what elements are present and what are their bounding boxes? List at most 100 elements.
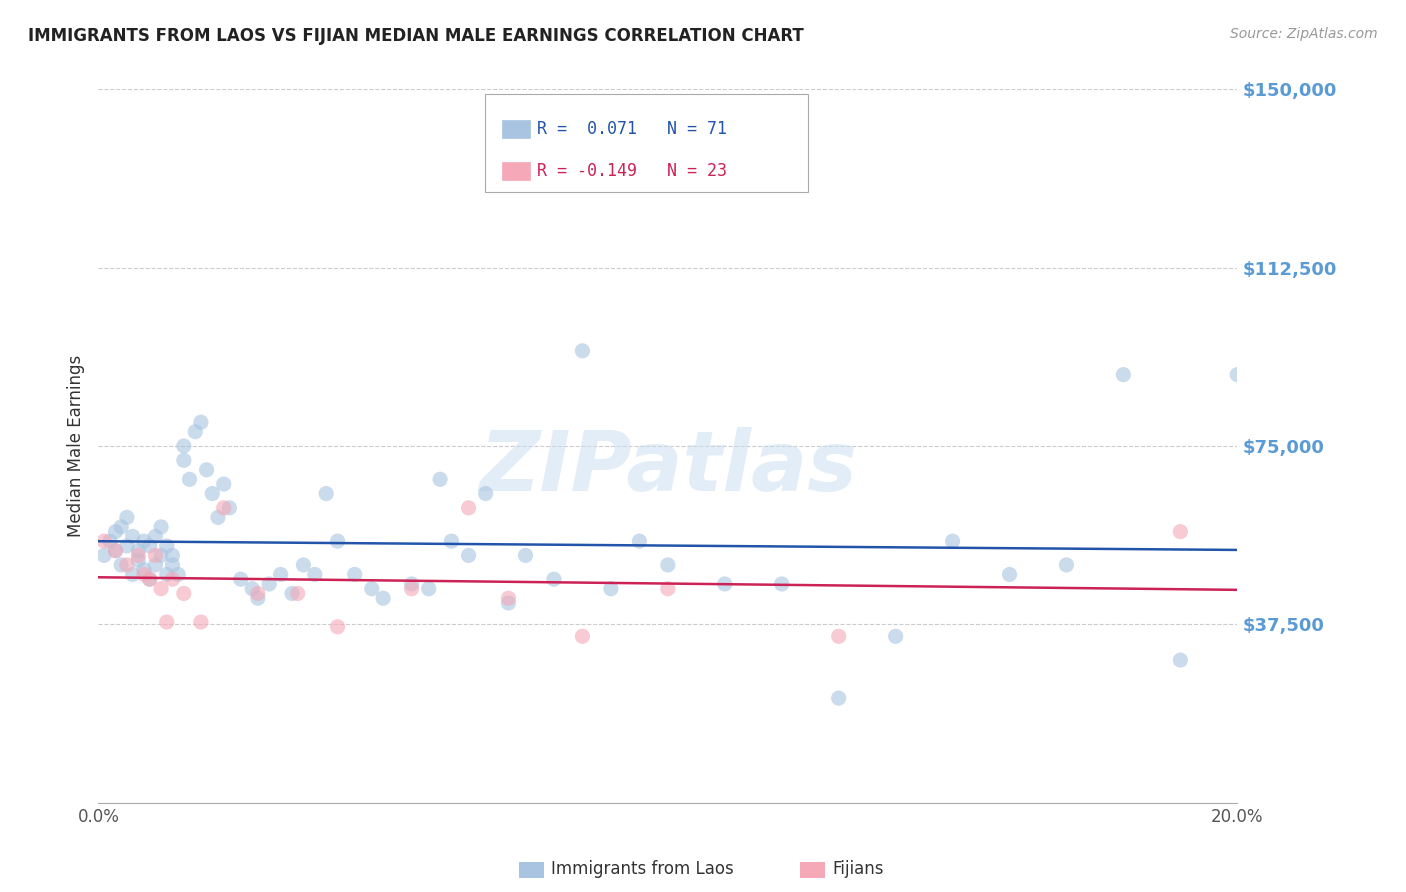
Point [167,567,190,582]
Point [457,549,479,563]
Point [207,510,229,524]
Point [229,572,252,586]
Text: R = -0.149   N = 23: R = -0.149 N = 23 [537,162,727,180]
Point [104,543,127,558]
Point [138,539,160,553]
Text: Immigrants from Laos: Immigrants from Laos [551,860,734,878]
Point [418,582,440,596]
Text: R =  0.071   N = 71: R = 0.071 N = 71 [537,120,727,138]
Point [201,486,224,500]
Point [315,486,337,500]
Point [93,534,115,549]
Point [401,577,423,591]
Point [515,549,537,563]
Point [770,577,793,591]
Text: IMMIGRANTS FROM LAOS VS FIJIAN MEDIAN MALE EARNINGS CORRELATION CHART: IMMIGRANTS FROM LAOS VS FIJIAN MEDIAN MA… [28,27,804,45]
Point [1056,558,1078,572]
Point [828,691,851,706]
Point [657,582,679,596]
Point [1170,653,1192,667]
Point [145,549,167,563]
Point [714,577,737,591]
Point [190,415,212,429]
Point [115,510,138,524]
Point [110,558,132,572]
Point [259,577,281,591]
Point [292,558,315,572]
Point [571,343,593,358]
Point [115,558,138,572]
Point [304,567,326,582]
Point [121,529,143,543]
Point [1112,368,1135,382]
Point [115,539,138,553]
Point [150,582,173,596]
Point [326,620,349,634]
Point [360,582,382,596]
Point [184,425,207,439]
Point [628,534,651,549]
Point [104,543,127,558]
Point [240,582,263,596]
Point [179,472,201,486]
Point [156,539,179,553]
Point [657,558,679,572]
Point [127,553,149,567]
Point [121,567,143,582]
Point [270,567,292,582]
Point [474,486,496,500]
Point [195,463,218,477]
Point [93,549,115,563]
Text: Source: ZipAtlas.com: Source: ZipAtlas.com [1230,27,1378,41]
Point [156,567,179,582]
Point [173,586,195,600]
Point [1226,368,1249,382]
Point [440,534,463,549]
Point [190,615,212,629]
Point [162,558,184,572]
Point [828,629,851,643]
Point [98,534,121,549]
Point [162,549,184,563]
Point [132,534,155,549]
Point [343,567,366,582]
Point [212,500,235,515]
Point [162,572,184,586]
Point [998,567,1021,582]
Point [110,520,132,534]
Point [138,572,160,586]
Point [150,520,173,534]
Point [401,582,423,596]
Point [246,591,269,606]
Point [156,615,179,629]
Point [104,524,127,539]
Point [498,591,520,606]
Point [127,543,149,558]
Point [173,453,195,467]
Point [571,629,593,643]
Point [457,500,479,515]
Point [173,439,195,453]
Point [498,596,520,610]
Point [373,591,395,606]
Point [218,500,240,515]
Point [600,582,623,596]
Point [132,567,155,582]
Point [246,586,269,600]
Text: Fijians: Fijians [832,860,884,878]
Point [543,572,565,586]
Point [884,629,907,643]
Point [150,549,173,563]
Point [145,558,167,572]
Point [145,529,167,543]
Point [212,477,235,491]
Point [132,563,155,577]
Point [326,534,349,549]
Point [281,586,304,600]
Point [942,534,965,549]
Point [429,472,451,486]
Point [287,586,309,600]
Point [127,549,149,563]
Y-axis label: Median Male Earnings: Median Male Earnings [66,355,84,537]
Point [1170,524,1192,539]
